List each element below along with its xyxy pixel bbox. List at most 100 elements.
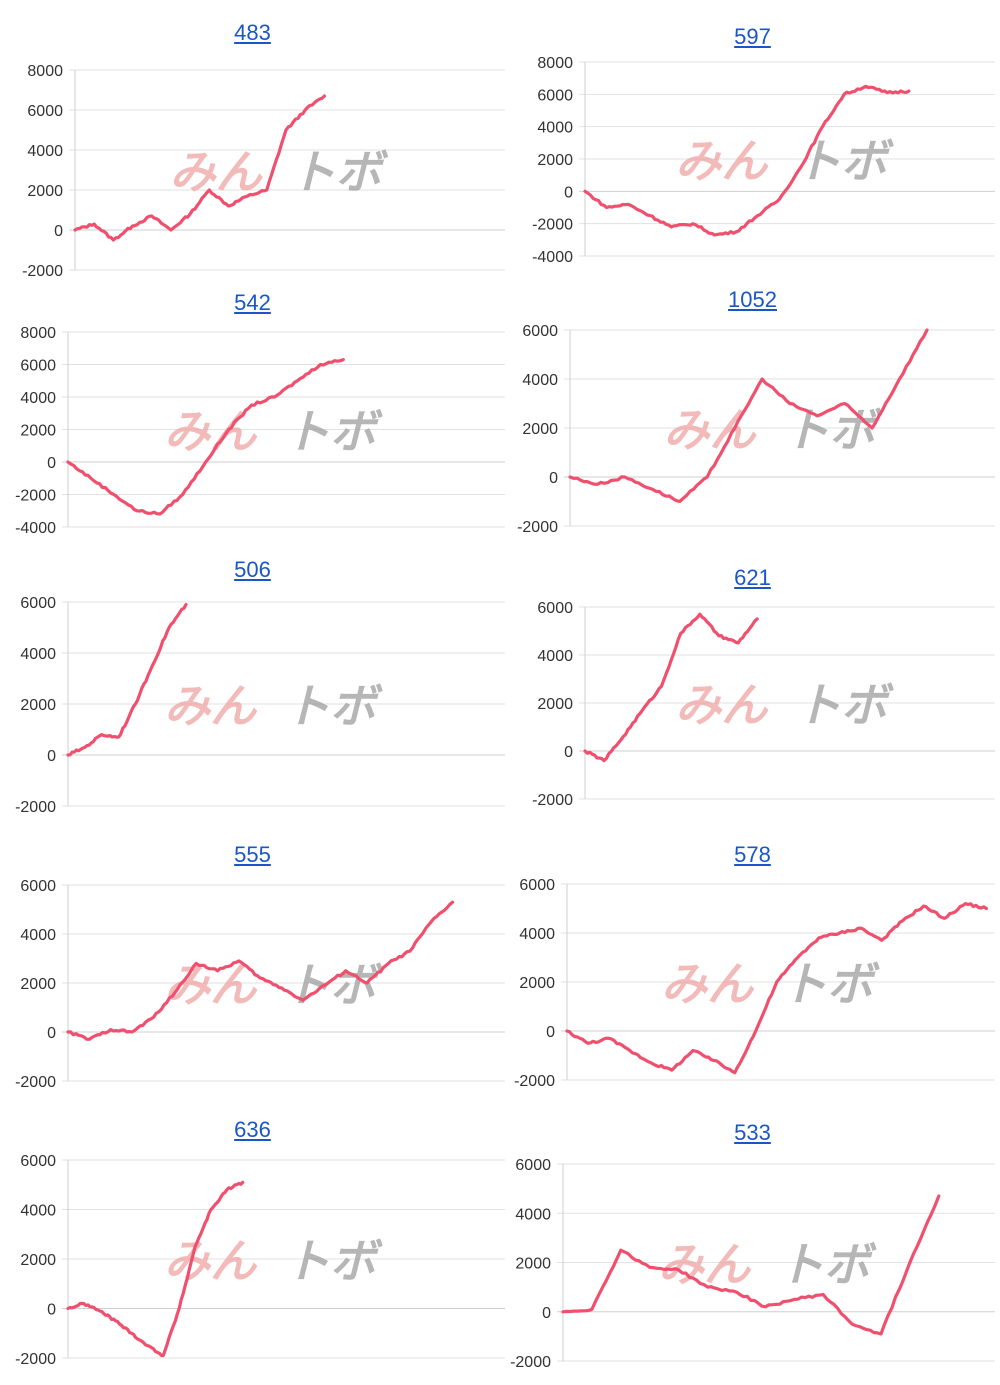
chart-title-link[interactable]: 578 [734,842,771,867]
y-tick-label: -2000 [15,1351,56,1368]
watermark-text-b: トボ [795,678,894,732]
watermark-text-b: トボ [784,403,883,457]
chart-panel: 506 6000 4000 2000 0 -2000 みん トボ [0,555,505,825]
y-tick-label: 0 [47,455,56,472]
y-tick-label: 6000 [27,103,63,120]
chart-plot: 6000 4000 2000 0 -2000 みん トボ [514,877,995,1090]
y-tick-label: 4000 [537,120,573,137]
y-tick-label: -2000 [22,263,63,280]
y-tick-label: 2000 [27,183,63,200]
y-tick-label: 0 [546,1024,555,1041]
chart-panel: 483 8000 6000 4000 2000 0 -2000 みん トボ [0,10,505,280]
chart-panel: 542 8000 6000 4000 2000 0 -2000 -4000 みん トボ [0,285,505,555]
y-tick-label: -2000 [15,488,56,505]
series-line [66,602,188,757]
y-tick-label: -2000 [532,217,573,234]
y-tick-label: 6000 [522,323,558,340]
y-tick-label: 4000 [20,646,56,663]
watermark-text-a: みん [170,145,264,199]
y-tick-label: -2000 [15,1074,56,1091]
y-tick-label: 0 [47,1025,56,1042]
watermark-text-a: みん [164,679,258,733]
watermark-text-b: トボ [284,1234,383,1288]
y-tick-label: 0 [564,744,573,761]
watermark-text-b: トボ [284,405,383,459]
y-tick-label: 4000 [522,372,558,389]
watermark-text-a: みん [661,957,755,1011]
y-tick-label: 2000 [20,423,56,440]
watermark-text-a: みん [658,1238,752,1292]
y-tick-label: 2000 [537,152,573,169]
watermark-text-b: トボ [795,134,894,188]
y-tick-label: 6000 [20,358,56,375]
series-line [565,901,988,1075]
y-tick-label: 6000 [537,600,573,617]
y-tick-label: 2000 [519,975,555,992]
y-tick-label: 6000 [515,1157,551,1174]
chart-title-link[interactable]: 636 [234,1117,271,1142]
watermark-text-a: みん [164,1234,258,1288]
y-tick-label: 6000 [537,87,573,104]
chart-title-link[interactable]: 621 [734,565,771,590]
y-tick-label: 4000 [515,1206,551,1223]
chart-title-link[interactable]: 533 [734,1120,771,1145]
y-tick-label: -2000 [517,519,558,536]
chart-plot: 6000 4000 2000 0 -2000 みん トボ [532,600,995,809]
y-tick-label: 0 [542,1305,551,1322]
y-tick-label: -2000 [510,1354,551,1371]
y-tick-label: 6000 [20,595,56,612]
series-line [66,357,345,516]
y-tick-label: 0 [549,470,558,487]
y-tick-label: 2000 [20,976,56,993]
y-tick-label: 2000 [20,1252,56,1269]
series-line [583,84,911,237]
y-tick-label: -2000 [15,799,56,816]
watermark-text-b: トボ [284,958,383,1012]
chart-panel: 533 6000 4000 2000 0 -2000 みん トボ [505,1115,1000,1385]
y-tick-label: 4000 [537,648,573,665]
y-tick-label: 2000 [20,697,56,714]
y-tick-label: 6000 [519,877,555,894]
y-tick-label: 2000 [515,1256,551,1273]
watermark-text-b: トボ [290,145,389,199]
chart-panel: 555 6000 4000 2000 0 -2000 みん トボ [0,840,505,1110]
y-tick-label: 2000 [522,421,558,438]
y-tick-label: 4000 [20,927,56,944]
y-tick-label: 8000 [27,63,63,80]
y-tick-label: 8000 [537,55,573,72]
chart-title-link[interactable]: 506 [234,557,271,582]
watermark-text-b: トボ [781,957,880,1011]
y-tick-label: 0 [564,184,573,201]
y-tick-label: 0 [47,748,56,765]
watermark-text-b: トボ [778,1238,877,1292]
series-line [568,328,929,504]
chart-title-link[interactable]: 542 [234,290,271,315]
chart-plot: 6000 4000 2000 0 -2000 みん トボ [510,1157,995,1371]
series-line [66,900,455,1041]
chart-title-link[interactable]: 555 [234,842,271,867]
series-line [73,94,326,242]
chart-plot: 8000 6000 4000 2000 0 -2000 みん トボ [22,63,505,280]
y-tick-label: 2000 [537,696,573,713]
y-tick-label: -4000 [15,520,56,537]
watermark-text-a: みん [675,134,769,188]
watermark-text-a: みん [675,678,769,732]
y-tick-label: 4000 [20,390,56,407]
y-tick-label: 0 [54,223,63,240]
chart-panel: 578 6000 4000 2000 0 -2000 みん トボ [505,840,1000,1110]
y-tick-label: -2000 [514,1073,555,1090]
chart-title-link[interactable]: 1052 [728,287,777,312]
series-line [583,612,759,763]
chart-title-link[interactable]: 483 [234,20,271,45]
y-tick-label: -2000 [532,792,573,809]
y-tick-label: 6000 [20,1153,56,1170]
y-tick-label: 4000 [20,1203,56,1220]
series-line [66,1180,245,1358]
y-tick-label: 4000 [519,926,555,943]
chart-title-link[interactable]: 597 [734,24,771,49]
